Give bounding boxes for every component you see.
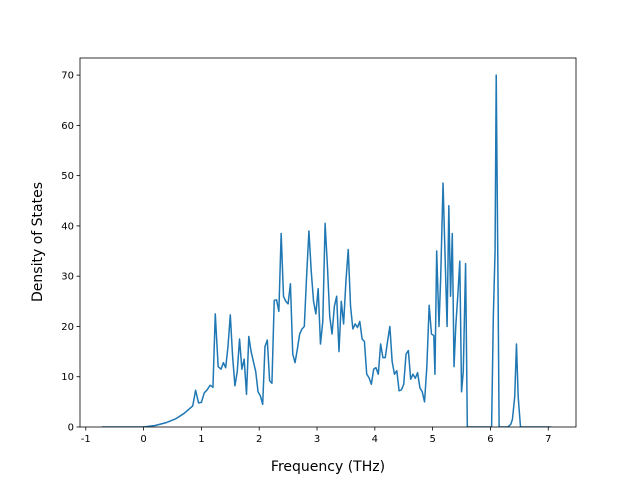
x-tick-label: 1: [198, 434, 204, 445]
x-tick-label: 2: [256, 434, 262, 445]
x-tick-label: 4: [372, 434, 378, 445]
plot-frame: [79, 57, 577, 428]
y-tick-label: 70: [61, 71, 74, 82]
y-tick-label: 60: [61, 121, 74, 132]
y-tick-label: 30: [61, 272, 74, 283]
x-tick-label: 7: [545, 434, 551, 445]
y-tick-label: 20: [61, 322, 74, 333]
x-tick-label: 6: [487, 434, 493, 445]
y-tick-label: 0: [68, 423, 74, 434]
y-axis-label: Density of States: [30, 182, 46, 302]
x-tick-label: 3: [314, 434, 320, 445]
x-tick-label: 5: [429, 434, 435, 445]
x-axis-label: Frequency (THz): [271, 459, 385, 475]
y-tick-label: 10: [61, 372, 74, 383]
y-tick-label: 50: [61, 171, 74, 182]
x-tick-label: 0: [140, 434, 146, 445]
x-tick-label: -1: [81, 434, 91, 445]
y-tick-label: 40: [61, 221, 74, 232]
dos-line: [101, 74, 552, 427]
